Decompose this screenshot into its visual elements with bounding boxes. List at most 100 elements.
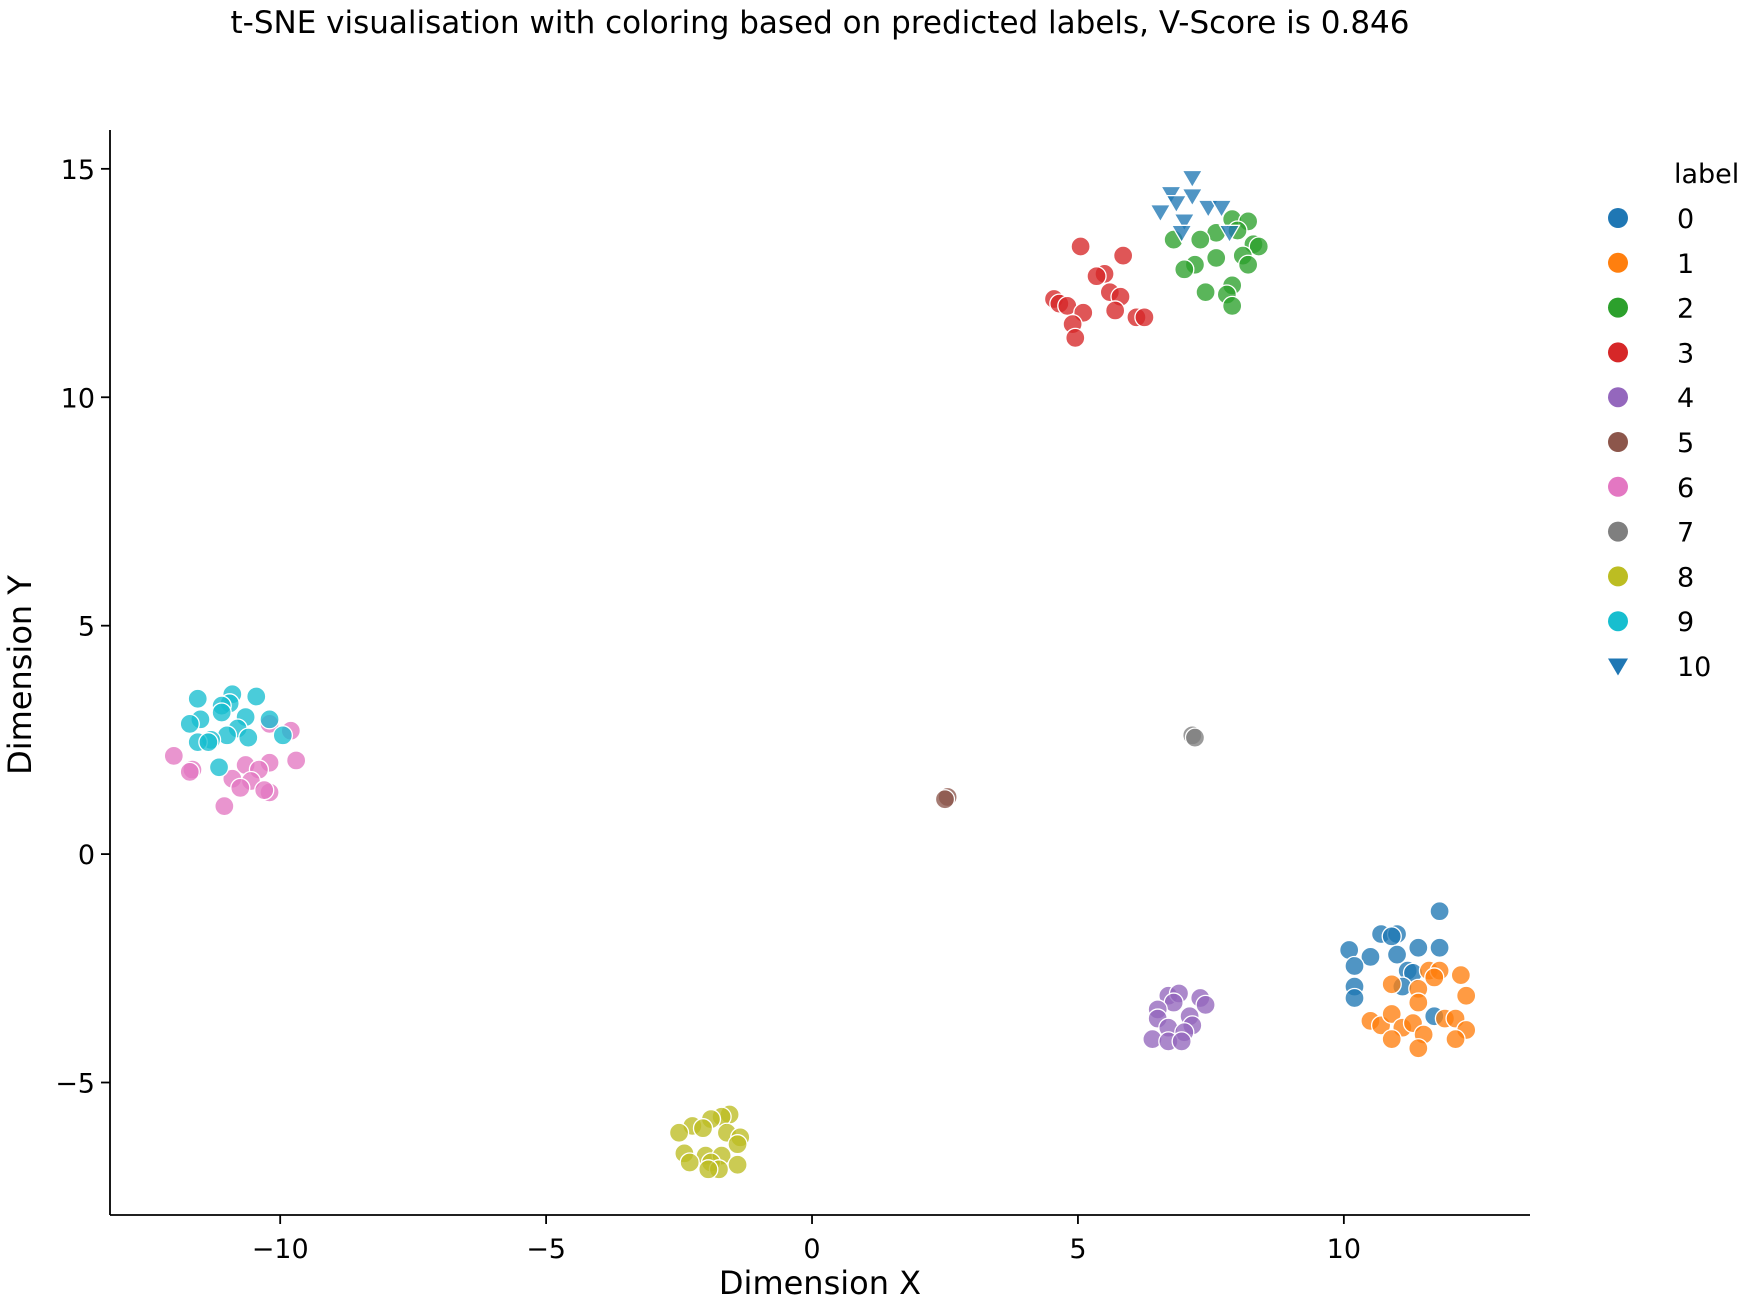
- legend-label-8: 8: [1677, 562, 1694, 593]
- y-ticks: −5 0 5 10 15: [55, 155, 110, 1100]
- data-point-label-2: [1195, 282, 1216, 303]
- data-point-label-1: [1381, 1028, 1402, 1050]
- data-point-label-9: [272, 725, 293, 746]
- data-point-label-0: [1429, 937, 1450, 958]
- data-point-label-9: [259, 709, 280, 730]
- legend: label 0 1 2 3 4 5 6 7 8 9 10: [1608, 159, 1739, 683]
- legend-label-7: 7: [1677, 518, 1694, 549]
- legend-marker-10: [1608, 658, 1628, 676]
- series-0: [1339, 901, 1450, 1027]
- data-point-label-3: [1112, 245, 1134, 266]
- legend-label-3: 3: [1677, 338, 1694, 369]
- series-3: [1043, 236, 1155, 349]
- data-point-label-1: [1381, 974, 1402, 995]
- data-point-label-0: [1386, 944, 1408, 965]
- legend-label-5: 5: [1677, 428, 1694, 459]
- data-point-label-5: [934, 789, 956, 810]
- data-point-label-0: [1360, 946, 1381, 968]
- data-point-label-10: [1170, 224, 1193, 244]
- legend-label-6: 6: [1677, 473, 1694, 504]
- x-tick-label: 0: [803, 1234, 820, 1265]
- data-point-label-6: [254, 779, 275, 801]
- data-point-label-1: [1408, 992, 1429, 1013]
- data-point-label-10: [1197, 199, 1220, 219]
- data-point-label-9: [187, 688, 208, 709]
- data-point-label-10: [1210, 199, 1233, 219]
- x-tick-label: 5: [1069, 1234, 1086, 1265]
- data-point-label-0: [1408, 937, 1429, 958]
- y-tick-label: 5: [78, 612, 95, 643]
- legend-marker-1: [1608, 252, 1628, 273]
- data-point-label-2: [1248, 236, 1269, 257]
- data-point-label-9: [208, 757, 230, 778]
- data-point-label-10: [1173, 213, 1196, 233]
- data-point-label-2: [1237, 254, 1259, 275]
- x-tick-label: −5: [526, 1234, 566, 1265]
- axes: [109, 130, 1530, 1216]
- legend-label-10: 10: [1677, 652, 1711, 683]
- data-point-label-2: [1206, 247, 1227, 269]
- y-tick-label: 0: [78, 840, 95, 871]
- data-point-label-8: [727, 1134, 748, 1155]
- data-point-label-6: [179, 761, 200, 783]
- legend-marker-2: [1608, 297, 1628, 318]
- legend-label-1: 1: [1677, 249, 1694, 280]
- data-point-label-2: [1190, 229, 1211, 250]
- legend-label-9: 9: [1677, 607, 1694, 638]
- data-point-label-1: [1445, 1028, 1466, 1050]
- series-5: [934, 786, 958, 810]
- data-point-label-1: [1424, 967, 1445, 988]
- data-point-label-10: [1181, 188, 1204, 208]
- data-point-label-8: [668, 1122, 690, 1143]
- data-point-label-8: [692, 1118, 714, 1139]
- series-2: [1163, 208, 1269, 317]
- legend-marker-5: [1608, 432, 1628, 452]
- data-point-label-6: [285, 750, 307, 771]
- data-point-label-8: [698, 1159, 719, 1180]
- data-point-label-9: [238, 727, 259, 748]
- data-point-label-8: [727, 1154, 748, 1175]
- data-point-label-1: [1450, 965, 1472, 986]
- legend-marker-8: [1608, 566, 1628, 587]
- data-point-label-9: [198, 732, 219, 753]
- data-point-label-1: [1381, 1003, 1402, 1025]
- data-point-label-2: [1174, 259, 1195, 280]
- data-point-label-10: [1181, 169, 1204, 189]
- legend-marker-0: [1608, 208, 1628, 228]
- y-axis-label: Dimension Y: [1, 575, 39, 775]
- data-point-label-1: [1408, 1038, 1429, 1059]
- y-tick-label: −5: [55, 1069, 95, 1100]
- series-7: [1182, 725, 1206, 748]
- x-tick-label: −10: [252, 1234, 309, 1265]
- data-point-label-3: [1105, 300, 1126, 321]
- legend-marker-7: [1608, 521, 1628, 542]
- legend-marker-9: [1608, 611, 1628, 632]
- series-8: [668, 1104, 751, 1180]
- data-point-label-0: [1381, 926, 1402, 947]
- legend-label-4: 4: [1677, 383, 1694, 414]
- legend-marker-4: [1608, 387, 1628, 408]
- series-10: [1149, 169, 1241, 244]
- x-axis-label: Dimension X: [719, 1264, 921, 1301]
- legend-marker-6: [1608, 476, 1628, 497]
- series-4: [1142, 983, 1216, 1052]
- data-point-label-6: [214, 795, 235, 817]
- y-tick-label: 10: [61, 383, 95, 414]
- data-point-label-1: [1456, 985, 1477, 1006]
- data-point-label-0: [1344, 987, 1365, 1009]
- legend-title: label: [1674, 159, 1739, 190]
- x-tick-label: 10: [1327, 1234, 1361, 1265]
- data-points: [163, 169, 1477, 1180]
- data-point-label-6: [230, 777, 251, 799]
- y-tick-label: 15: [61, 155, 95, 186]
- data-point-label-0: [1429, 901, 1450, 922]
- series-6: [163, 713, 307, 817]
- data-point-label-7: [1184, 727, 1206, 748]
- series-9: [179, 684, 293, 778]
- data-point-label-2: [1222, 295, 1243, 317]
- legend-label-2: 2: [1677, 294, 1694, 325]
- data-point-label-8: [679, 1152, 700, 1173]
- data-point-label-9: [246, 686, 267, 707]
- data-point-label-4: [1195, 994, 1216, 1016]
- data-point-label-4: [1171, 1031, 1192, 1052]
